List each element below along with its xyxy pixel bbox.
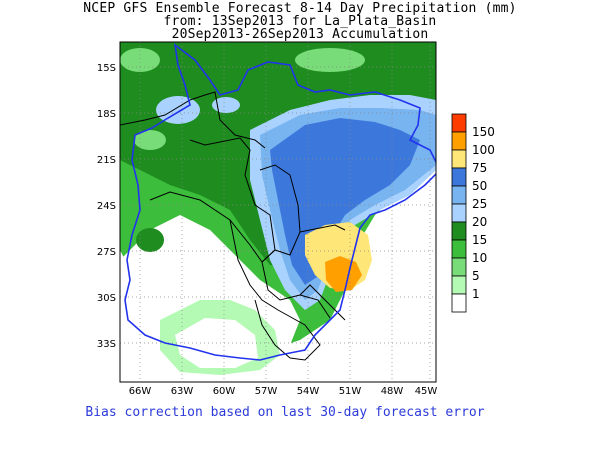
lon-tick-label: 51W — [339, 386, 362, 397]
legend-swatch — [451, 149, 467, 169]
lon-tick-label: 60W — [213, 386, 236, 397]
legend-label: 50 — [472, 179, 487, 193]
lat-tick-label: 24S — [97, 201, 116, 212]
precipitation-legend — [451, 113, 467, 313]
legend-label: 150 — [472, 125, 495, 139]
precipitation-fields — [120, 42, 436, 382]
legend-swatch — [451, 185, 467, 205]
lon-tick-label: 45W — [415, 386, 438, 397]
legend-swatch — [451, 221, 467, 241]
longitude-axis: 66W 63W 60W 57W 54W 51W 48W 45W — [129, 386, 438, 397]
map-frame — [119, 41, 437, 383]
latitude-axis: 15S 18S 21S 24S 27S 30S 33S — [97, 63, 116, 350]
lon-tick-label: 63W — [171, 386, 194, 397]
legend-swatch — [451, 131, 467, 151]
title-line-2: from: 13Sep2013 for La_Plata_Basin — [163, 14, 437, 29]
legend-label: 1 — [472, 287, 480, 301]
lon-tick-label: 48W — [381, 386, 404, 397]
legend-swatch — [451, 293, 467, 313]
legend-swatch — [451, 257, 467, 277]
lat-tick-label: 30S — [97, 293, 116, 304]
legend-label: 5 — [472, 269, 480, 283]
legend-label: 25 — [472, 197, 487, 211]
lat-tick-label: 33S — [97, 339, 116, 350]
precipitation-legend-labels: 150 100 75 50 25 20 15 10 5 1 — [472, 125, 495, 301]
legend-label: 10 — [472, 251, 487, 265]
lon-tick-label: 66W — [129, 386, 152, 397]
legend-label: 15 — [472, 233, 487, 247]
legend-swatch — [451, 275, 467, 295]
lat-tick-label: 18S — [97, 109, 116, 120]
title-line-3: 20Sep2013-26Sep2013 Accumulation — [171, 27, 429, 42]
legend-label: 75 — [472, 161, 487, 175]
lat-tick-label: 15S — [97, 63, 116, 74]
legend-swatch — [451, 239, 467, 259]
basin-outline — [124, 43, 436, 361]
lon-tick-label: 54W — [297, 386, 320, 397]
lat-tick-label: 21S — [97, 155, 116, 166]
country-borders — [120, 91, 346, 361]
legend-swatch — [451, 167, 467, 187]
bias-correction-note: Bias correction based on last 30-day for… — [85, 405, 485, 420]
lon-tick-label: 57W — [255, 386, 278, 397]
legend-swatch — [451, 113, 467, 133]
lat-tick-label: 27S — [97, 247, 116, 258]
map-gridlines — [120, 42, 436, 382]
legend-label: 20 — [472, 215, 487, 229]
legend-swatch — [451, 203, 467, 223]
legend-label: 100 — [472, 143, 495, 157]
title-line-1: NCEP GFS Ensemble Forecast 8-14 Day Prec… — [83, 1, 517, 16]
